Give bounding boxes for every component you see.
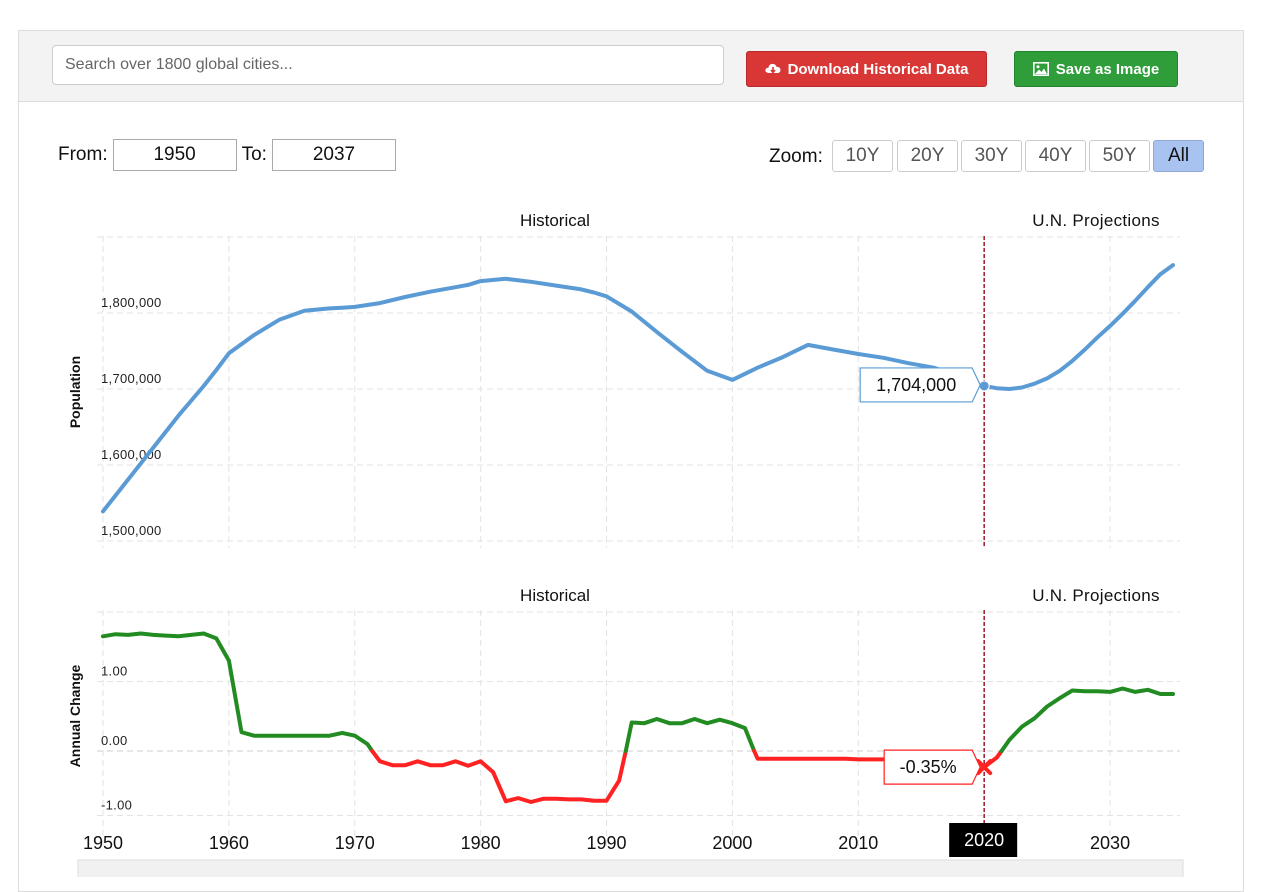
save-as-image-button[interactable]: Save as Image [1014,51,1178,87]
city-search-input[interactable] [52,45,724,85]
zoom-10y-button[interactable]: 10Y [832,140,893,172]
from-year-input[interactable]: 1950 [112,139,237,171]
from-label: From: [58,144,108,165]
download-historical-data-button[interactable]: Download Historical Data [746,51,987,87]
image-icon [1032,62,1049,76]
to-year-input[interactable]: 2037 [271,139,396,171]
to-label: To: [241,144,267,165]
zoom-all-button[interactable]: All [1153,140,1204,172]
zoom-50y-button[interactable]: 50Y [1089,140,1150,172]
toolbar: Download Historical Data Save as Image [19,31,1243,102]
zoom-30y-button[interactable]: 30Y [961,140,1022,172]
save-button-label: Save as Image [1055,60,1160,78]
cloud-download-icon [764,63,781,74]
chart-widget: Download Historical Data Save as Image F… [18,30,1244,892]
zoom-20y-button[interactable]: 20Y [897,140,958,172]
zoom-40y-button[interactable]: 40Y [1025,140,1086,172]
zoom-label: Zoom: [769,146,823,167]
download-button-label: Download Historical Data [787,60,969,78]
date-range: From: 1950 To: 2037 [58,139,401,171]
